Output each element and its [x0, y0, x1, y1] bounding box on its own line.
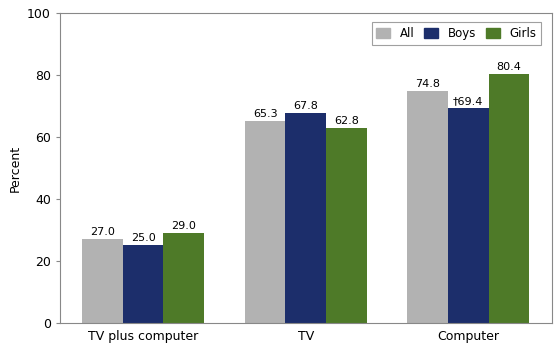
Bar: [164, 233, 204, 323]
Bar: [489, 74, 529, 323]
Bar: [82, 239, 123, 323]
Text: 62.8: 62.8: [334, 116, 359, 126]
Text: 80.4: 80.4: [497, 62, 521, 72]
Bar: [326, 128, 367, 323]
Bar: [286, 113, 326, 323]
Bar: [245, 121, 286, 323]
Y-axis label: Percent: Percent: [8, 145, 21, 192]
Bar: [407, 91, 448, 323]
Text: †69.4: †69.4: [453, 96, 483, 106]
Bar: [448, 108, 489, 323]
Text: 25.0: 25.0: [130, 233, 156, 243]
Text: 74.8: 74.8: [415, 79, 440, 89]
Text: 65.3: 65.3: [253, 108, 277, 119]
Text: 67.8: 67.8: [293, 101, 318, 111]
Bar: [123, 245, 164, 323]
Legend: All, Boys, Girls: All, Boys, Girls: [371, 22, 541, 45]
Text: 29.0: 29.0: [171, 221, 196, 231]
Text: 27.0: 27.0: [90, 227, 115, 237]
